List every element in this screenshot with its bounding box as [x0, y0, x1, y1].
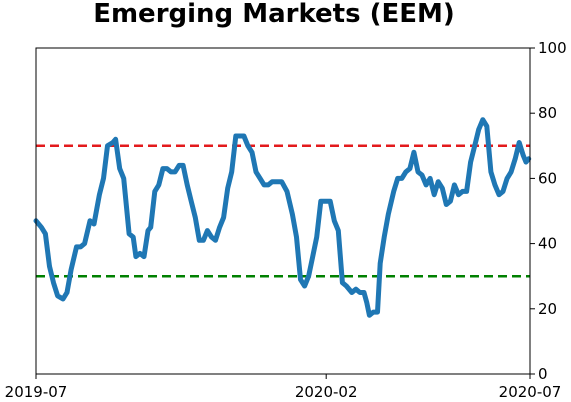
x-axis-ticks: 2019-07 2020-02 2020-07 [5, 374, 562, 401]
y-tick-label: 40 [538, 235, 557, 253]
x-tick-label: 2019-07 [5, 383, 68, 401]
series-line-0 [33, 117, 532, 318]
y-tick-label: 20 [538, 300, 557, 318]
plot-frame [35, 47, 531, 375]
y-tick-label: 80 [538, 104, 557, 122]
x-tick-label: 2020-07 [499, 383, 562, 401]
chart-title: Emerging Markets (EEM) [93, 0, 455, 29]
y-axis-ticks: 0 20 40 60 80 100 [530, 39, 567, 383]
reference-lines [36, 144, 530, 278]
series-group [33, 117, 532, 318]
x-tick-label: 2020-02 [295, 383, 358, 401]
y-tick-label: 0 [538, 365, 548, 383]
y-tick-label: 60 [538, 169, 557, 187]
y-tick-label: 100 [538, 39, 567, 57]
